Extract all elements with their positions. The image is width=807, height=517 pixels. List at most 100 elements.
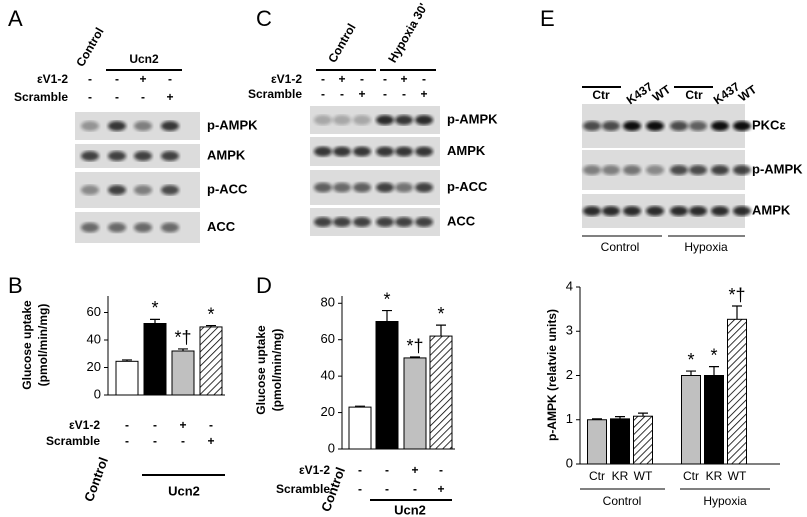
blot-band (711, 165, 729, 175)
blot-band (376, 115, 394, 125)
blot-label: p-AMPK (207, 117, 258, 132)
blot-band (134, 185, 152, 195)
blot-band (415, 146, 433, 157)
y-axis-label: Glucose uptake (20, 300, 34, 390)
bar (610, 418, 630, 465)
blot-band (415, 115, 433, 125)
blot-band (333, 182, 351, 193)
sign: - (383, 72, 387, 86)
blot-label: ACC (447, 213, 476, 228)
blot-label: p-ACC (447, 179, 488, 194)
sign: + (166, 90, 173, 104)
group-label: Ucn2 (168, 483, 200, 498)
y-tick-label: 60 (321, 331, 335, 346)
lane-label: WT (650, 82, 674, 105)
row-label: Scramble (46, 434, 100, 448)
blot-band (376, 217, 394, 227)
lane-label: WT (736, 82, 760, 105)
blot-band (81, 222, 99, 233)
bar (704, 375, 724, 465)
y-tick-label: 60 (87, 304, 101, 319)
blot-band (376, 182, 394, 193)
blot-band (583, 165, 601, 175)
blot-band (81, 121, 99, 131)
sign: - (360, 72, 364, 86)
x-tick-label: KR (612, 469, 629, 483)
blot-band (108, 151, 126, 161)
sign: - (321, 72, 325, 86)
bar (681, 375, 701, 465)
bar (143, 323, 167, 396)
sign: - (181, 434, 185, 448)
blot-band (314, 182, 332, 193)
header: Control (325, 21, 358, 65)
blot-band (395, 146, 413, 157)
sign: - (402, 87, 406, 101)
row-label: εV1-2 (271, 72, 302, 86)
blot-label: AMPK (447, 143, 486, 158)
panel-letter: C (256, 6, 272, 31)
sign: + (139, 72, 146, 86)
bar (403, 357, 427, 450)
error-bar (436, 324, 446, 337)
sign: - (358, 482, 362, 496)
y-tick-label: 20 (87, 359, 101, 374)
x-tick-label: WT (728, 469, 747, 483)
blot-band (314, 217, 332, 227)
blot-band (108, 121, 126, 131)
y-tick-label: 3 (566, 323, 573, 338)
error-bar (592, 418, 602, 420)
y-axis-label: (pmol/min/mg) (36, 304, 50, 387)
y-tick-label: 20 (321, 404, 335, 419)
sign: - (115, 72, 119, 86)
sign: - (321, 87, 325, 101)
sign: + (358, 87, 365, 101)
group-label: Control (603, 494, 642, 508)
sign: + (207, 434, 214, 448)
bar (587, 419, 607, 465)
sign: - (422, 72, 426, 86)
blot-band (602, 206, 620, 216)
error-bar (638, 412, 648, 417)
sign: - (383, 87, 387, 101)
blot-band (333, 115, 351, 125)
annotation: *† (728, 285, 745, 305)
x-tick-label: Ctr (589, 469, 605, 483)
blot-band (353, 115, 371, 125)
error-bar (150, 318, 160, 324)
blot-band (353, 182, 371, 193)
y-axis-label: (pmol/min/mg) (270, 329, 284, 412)
sign: - (413, 482, 417, 496)
panel-letter: B (8, 273, 23, 298)
row-label: Scramble (248, 87, 302, 101)
sign: - (125, 418, 129, 432)
sign: - (153, 418, 157, 432)
blot-band (161, 185, 179, 195)
sign: + (338, 72, 345, 86)
blot-band (623, 121, 641, 131)
x-tick-label: KR (706, 469, 723, 483)
bar (348, 406, 372, 450)
blot-label: ACC (207, 219, 236, 234)
blot-band (602, 121, 620, 131)
header: Hypoxia 30' (385, 1, 430, 65)
sign: + (400, 72, 407, 86)
blot-band (81, 151, 99, 161)
header: Ucn2 (129, 52, 159, 66)
blot-band (602, 165, 620, 175)
blot-band (733, 121, 751, 131)
blot-band (81, 185, 99, 195)
blot-band (623, 165, 641, 175)
sign: - (340, 87, 344, 101)
header: Control (73, 25, 106, 69)
blot-label: p-AMPK (447, 111, 498, 126)
error-bar (122, 359, 132, 362)
sign: - (125, 434, 129, 448)
blot-band (134, 222, 152, 233)
y-tick-label: 4 (566, 278, 573, 293)
blot-band (134, 151, 152, 161)
sign: + (179, 418, 186, 432)
x-tick-label: Control (81, 455, 111, 504)
row-label: εV1-2 (37, 72, 68, 86)
